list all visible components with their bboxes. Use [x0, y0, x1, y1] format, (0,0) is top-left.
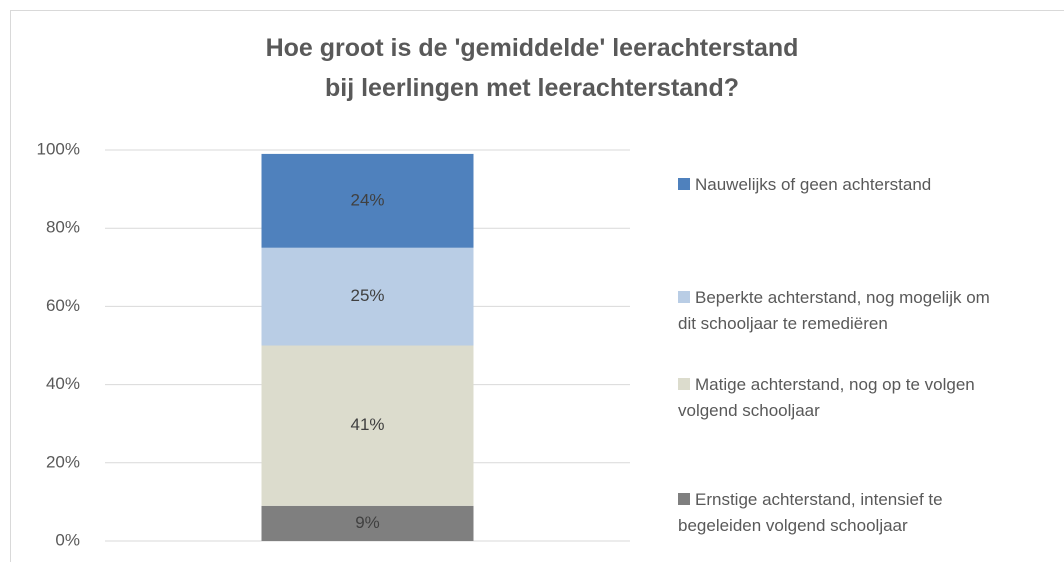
- legend-label: Ernstige achterstand, intensief te begel…: [678, 490, 943, 535]
- legend-label: Nauwelijks of geen achterstand: [695, 175, 932, 194]
- y-tick-label: 80%: [46, 218, 80, 237]
- legend-label: Matige achterstand, nog op te volgen vol…: [678, 375, 975, 420]
- bar-segment: [261, 345, 474, 506]
- bar-segment: [261, 153, 474, 248]
- bar-segment: [261, 505, 474, 541]
- y-tick-label: 0%: [55, 530, 80, 549]
- y-tick-label: 100%: [37, 139, 80, 158]
- y-tick-label: 20%: [46, 452, 80, 471]
- legend-swatch: [678, 178, 690, 190]
- legend-entry: Beperkte achterstand, nog mogelijk om di…: [678, 285, 1008, 337]
- y-tick-label: 60%: [46, 296, 80, 315]
- data-label: 25%: [350, 286, 384, 305]
- legend-entry: Ernstige achterstand, intensief te begel…: [678, 487, 1008, 539]
- legend-swatch: [678, 493, 690, 505]
- y-tick-label: 40%: [46, 374, 80, 393]
- chart-border: [10, 10, 1064, 562]
- legend-swatch: [678, 378, 690, 390]
- chart-title: Hoe groot is de 'gemiddelde' leerachters…: [265, 34, 799, 102]
- data-label: 24%: [350, 190, 384, 209]
- legend-entry: Nauwelijks of geen achterstand: [678, 172, 1008, 198]
- legend-label: Beperkte achterstand, nog mogelijk om di…: [678, 288, 990, 333]
- legend-swatch: [678, 291, 690, 303]
- data-label: 9%: [355, 513, 380, 532]
- bar-segment: [261, 247, 474, 346]
- legend-entry: Matige achterstand, nog op te volgen vol…: [678, 372, 1008, 424]
- data-label: 41%: [350, 415, 384, 434]
